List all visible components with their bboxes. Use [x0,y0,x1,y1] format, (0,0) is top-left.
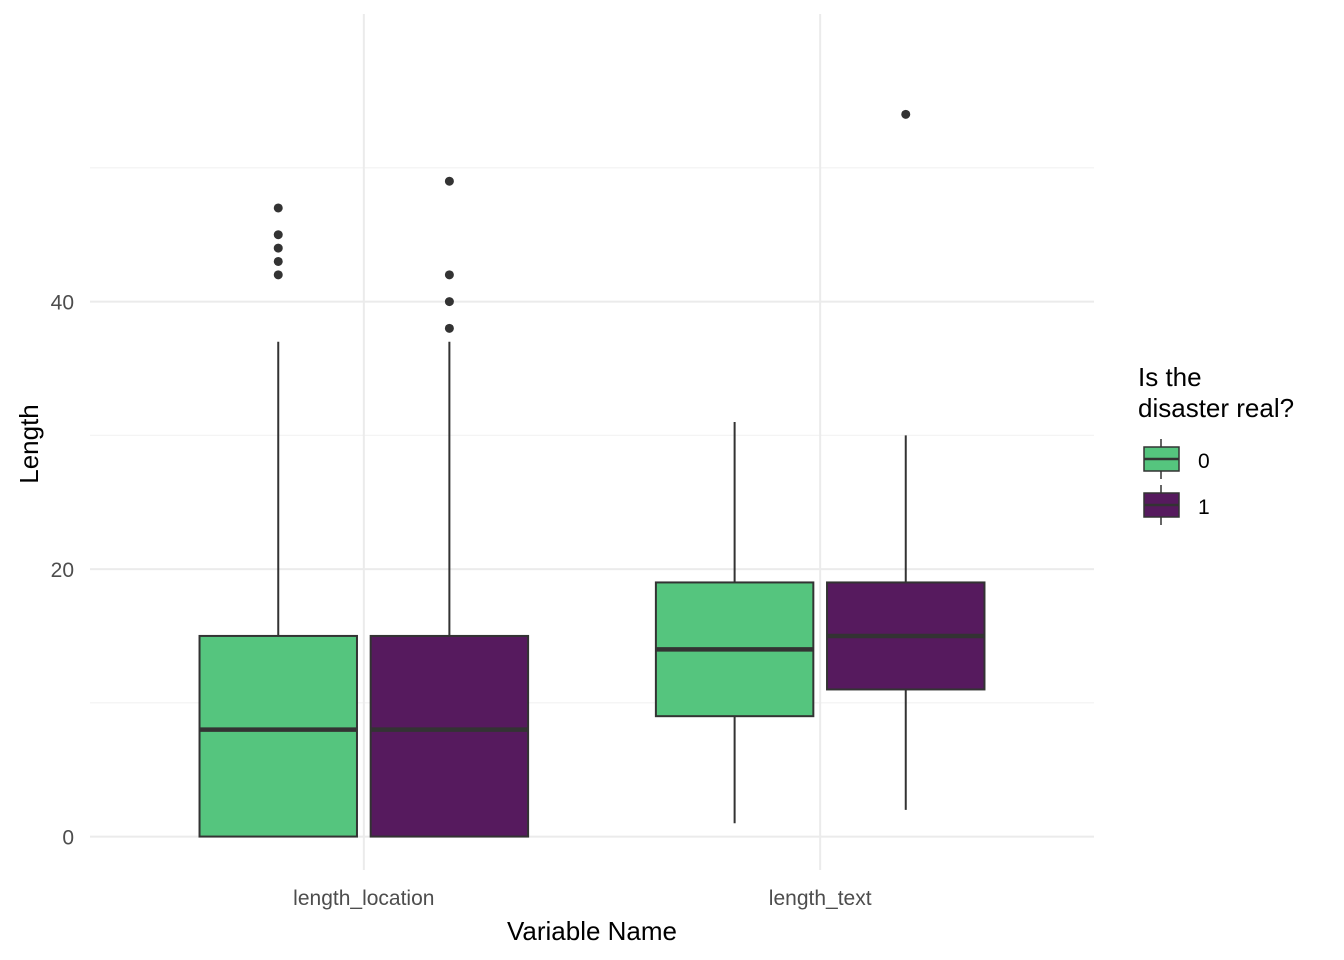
outlier-point [444,176,454,186]
legend-label-0: 0 [1198,450,1210,473]
legend-title-line-2: disaster real? [1138,393,1294,423]
outlier-point [901,109,911,119]
box-body [369,634,530,838]
legend: Is the disaster real? 0 1 [1138,362,1294,525]
legend-key-0 [1143,439,1180,479]
legend-title-line-1: Is the [1138,362,1202,392]
legend-keys [1143,439,1180,525]
outlier-point [444,323,454,333]
outlier-point [273,203,283,213]
outlier-point [273,243,283,253]
y-axis: 0 20 40 [51,292,74,850]
outlier-point [444,270,454,280]
x-axis-title: Variable Name [507,916,677,946]
y-tick-label: 20 [51,559,74,582]
x-tick-label: length_location [293,887,434,910]
outlier-point [273,230,283,240]
y-axis-title: Length [14,404,44,484]
box-body [198,634,358,838]
box-group [198,203,358,838]
outlier-point [273,270,283,280]
box-group [654,421,815,824]
y-tick-label: 0 [62,827,74,850]
y-tick-label: 40 [51,292,74,315]
box-group [369,176,530,838]
legend-label-1: 1 [1198,496,1210,519]
box-group [826,109,986,810]
x-tick-label: length_text [769,887,872,910]
outlier-point [444,297,454,307]
outlier-point [273,256,283,266]
plot-boxes [198,109,986,838]
x-axis: length_location length_text [293,887,872,910]
legend-key-1 [1143,485,1180,525]
